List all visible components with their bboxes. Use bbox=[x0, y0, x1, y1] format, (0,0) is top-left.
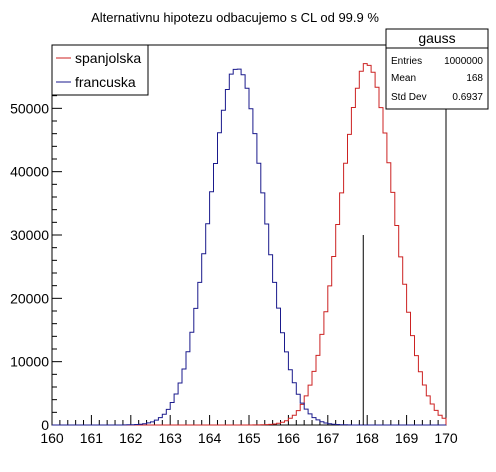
y-tick-label: 20000 bbox=[10, 290, 49, 306]
stats-stddev-value: 0.6937 bbox=[452, 92, 483, 103]
stats-entries-value: 1000000 bbox=[444, 56, 483, 67]
x-tick-label: 164 bbox=[198, 430, 222, 446]
stats-box: gauss Entries 1000000 Mean 168 Std Dev 0… bbox=[385, 28, 489, 110]
stats-stddev-label: Std Dev bbox=[391, 92, 427, 103]
y-tick-label: 50000 bbox=[10, 100, 49, 116]
y-tick-label: 0 bbox=[41, 417, 49, 433]
stats-box-title: gauss bbox=[418, 30, 455, 46]
legend-label-francuska: francuska bbox=[75, 74, 136, 90]
y-tick-label: 30000 bbox=[10, 227, 49, 243]
x-tick-label: 165 bbox=[237, 430, 261, 446]
stats-box-frame bbox=[385, 28, 489, 110]
x-tick-label: 167 bbox=[316, 430, 340, 446]
x-tick-label: 168 bbox=[356, 430, 380, 446]
chart-title: Alternativnu hipotezu odbacujemo s CL od… bbox=[91, 10, 379, 25]
x-tick-label: 162 bbox=[119, 430, 143, 446]
y-tick-label: 10000 bbox=[10, 354, 49, 370]
legend-box bbox=[51, 44, 149, 96]
stats-entries-label: Entries bbox=[391, 56, 422, 67]
x-tick-label: 160 bbox=[40, 430, 64, 446]
y-tick-label: 40000 bbox=[10, 164, 49, 180]
legend: spanjolska francuska bbox=[51, 44, 149, 96]
x-tick-label: 166 bbox=[277, 430, 301, 446]
x-tick-label: 170 bbox=[434, 430, 458, 446]
x-tick-label: 163 bbox=[159, 430, 183, 446]
series-spanjolska-line bbox=[52, 63, 447, 426]
x-axis: 160 161 162 163 164 165 166 167 168 169 170 bbox=[40, 415, 458, 446]
stats-mean-value: 168 bbox=[466, 73, 483, 84]
x-tick-label: 169 bbox=[395, 430, 419, 446]
y-axis: 0 10000 20000 30000 40000 50000 bbox=[10, 44, 62, 433]
x-tick-label: 161 bbox=[80, 430, 104, 446]
legend-label-spanjolska: spanjolska bbox=[75, 50, 141, 66]
series-francuska-line bbox=[52, 68, 446, 426]
stats-mean-label: Mean bbox=[391, 73, 416, 84]
